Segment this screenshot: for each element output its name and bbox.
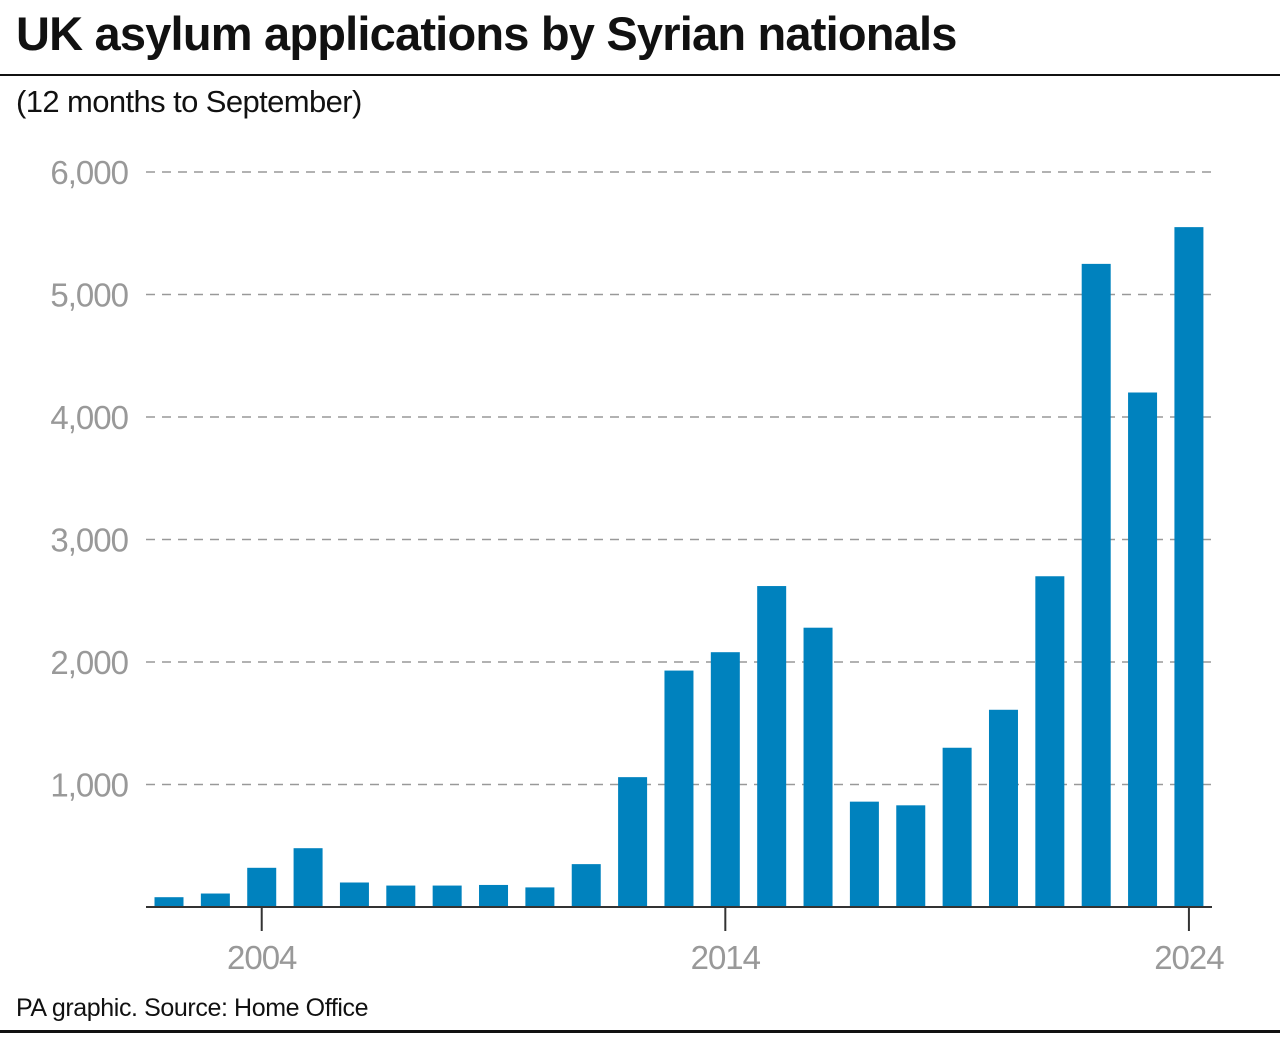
bar-2011 xyxy=(571,864,601,907)
y-tick-label: 4,000 xyxy=(50,399,128,436)
bar-2005 xyxy=(293,848,323,907)
bar-2008 xyxy=(432,885,462,907)
y-tick-label: 3,000 xyxy=(50,522,128,559)
y-tick-label: 1,000 xyxy=(50,767,128,804)
source-credit: PA graphic. Source: Home Office xyxy=(16,994,369,1022)
bar-2017 xyxy=(849,801,879,907)
bar-2021 xyxy=(1035,576,1065,907)
bar-2004 xyxy=(247,867,277,907)
footer-divider xyxy=(0,1030,1280,1033)
x-tick-labels: 2004 2014 2024 xyxy=(227,939,1225,976)
bar-2024 xyxy=(1174,227,1204,907)
bar-2019 xyxy=(942,747,972,907)
bar-2010 xyxy=(525,887,555,907)
x-axis xyxy=(146,906,1212,931)
bar-2022 xyxy=(1081,263,1111,907)
x-tick-label: 2014 xyxy=(691,939,761,976)
x-tick-label: 2004 xyxy=(227,939,297,976)
gridlines xyxy=(146,171,1212,786)
bar-2014 xyxy=(710,652,740,907)
title-divider xyxy=(0,74,1280,76)
chart-title: UK asylum applications by Syrian nationa… xyxy=(16,7,957,60)
y-tick-labels: 1,000 2,000 3,000 4,000 5,000 6,000 xyxy=(50,154,129,804)
bar-2007 xyxy=(386,885,416,907)
y-tick-label: 2,000 xyxy=(50,644,128,681)
bar-2002 xyxy=(154,897,184,907)
bar-2013 xyxy=(664,670,694,907)
chart-subtitle: (12 months to September) xyxy=(16,84,362,119)
bar-2006 xyxy=(339,882,369,907)
bar-2009 xyxy=(479,884,509,907)
bar-2016 xyxy=(803,627,833,907)
y-tick-label: 5,000 xyxy=(50,277,128,314)
bar-2015 xyxy=(757,586,787,907)
bar-2012 xyxy=(618,777,648,907)
x-tick-label: 2024 xyxy=(1154,939,1224,976)
bar-2023 xyxy=(1128,392,1158,907)
y-tick-label: 6,000 xyxy=(50,154,128,191)
bars xyxy=(154,227,1204,907)
bar-2003 xyxy=(200,893,230,907)
bar-2020 xyxy=(988,709,1018,907)
bar-2018 xyxy=(896,805,926,907)
